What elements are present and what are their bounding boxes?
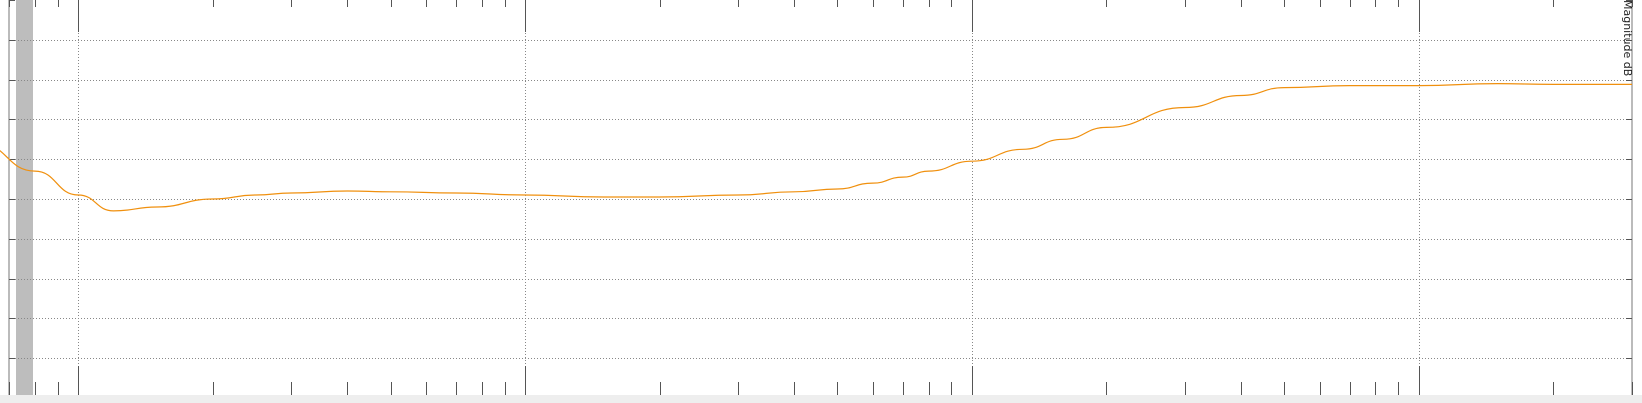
grid-layer xyxy=(9,0,1632,398)
bottom-strip xyxy=(0,395,1642,403)
y2-axis-title: Magnitude dB xyxy=(1621,0,1634,77)
series-layer xyxy=(0,82,1632,212)
series-line xyxy=(0,82,1632,212)
tick-layer xyxy=(9,0,1633,399)
